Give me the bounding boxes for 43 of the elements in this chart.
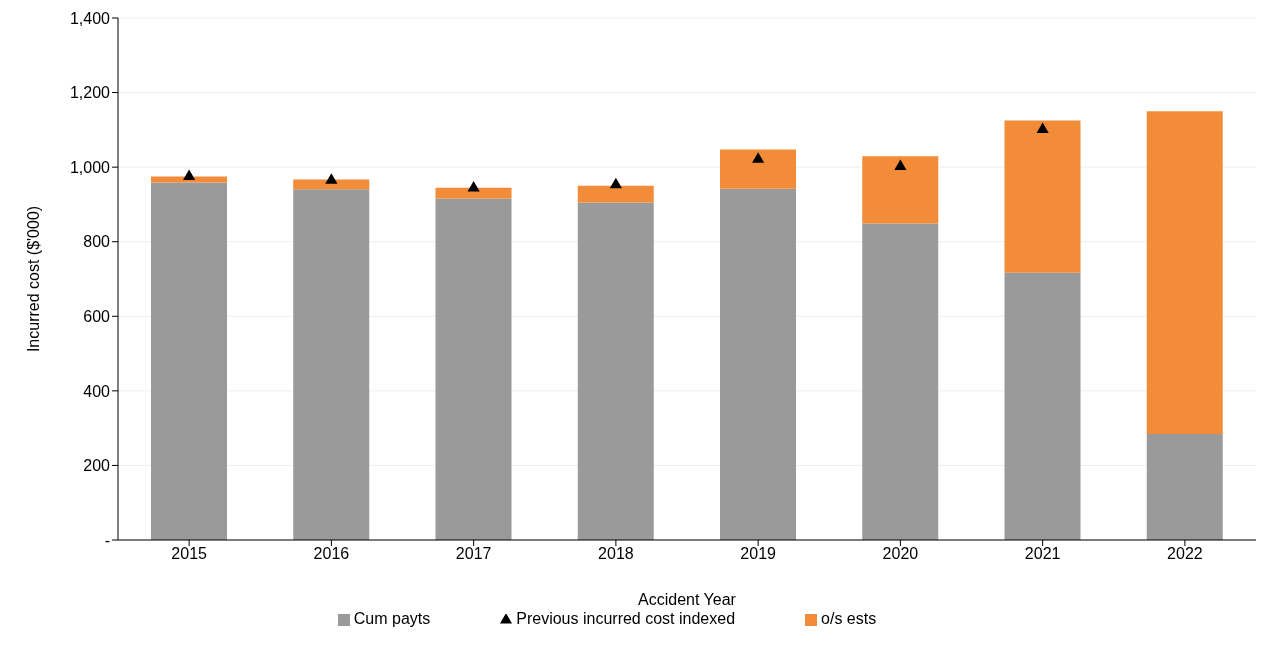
bar <box>720 149 796 189</box>
point <box>752 152 765 163</box>
bar <box>862 223 939 540</box>
bar <box>151 182 227 540</box>
point <box>325 173 338 184</box>
bar <box>577 202 654 540</box>
x-axis-title: Accident Year <box>638 591 737 608</box>
point <box>467 181 480 192</box>
x-tick-label: 2020 <box>882 545 919 563</box>
y-tick-label: 1,200 <box>69 84 111 102</box>
y-tick-label: - <box>104 531 110 549</box>
legend-label: o/s ests <box>821 610 877 627</box>
x-tick-label: 2021 <box>1024 545 1061 563</box>
bar <box>1004 120 1081 273</box>
point <box>609 177 622 189</box>
y-tick-label: 1,000 <box>69 158 111 176</box>
y-axis-title: Incurred cost ($'000) <box>24 205 42 353</box>
bar <box>151 176 227 183</box>
legend-label: Previous incurred cost indexed <box>516 610 736 627</box>
y-tick-label: 600 <box>83 307 111 325</box>
bar <box>577 185 654 203</box>
y-tick-label: 400 <box>83 382 111 400</box>
point <box>183 169 196 180</box>
legend-label: Cum payts <box>353 610 431 627</box>
point <box>894 159 907 170</box>
x-tick-label: 2019 <box>740 545 777 563</box>
bar <box>293 189 370 540</box>
x-tick-label: 2015 <box>171 545 208 563</box>
x-tick-label: 2016 <box>313 545 350 563</box>
y-tick-label: 200 <box>83 457 111 475</box>
bar <box>435 198 512 540</box>
y-tick-label: 800 <box>83 233 111 251</box>
bar <box>1146 111 1223 435</box>
bar <box>293 179 370 190</box>
y-tick-label: 1,400 <box>69 9 111 27</box>
x-tick-label: 2018 <box>598 545 634 563</box>
bar <box>1004 272 1081 540</box>
bar <box>862 156 939 224</box>
bar <box>720 188 796 540</box>
bar <box>1146 434 1223 540</box>
x-tick-label: 2017 <box>455 545 492 563</box>
x-tick-label: 2022 <box>1167 545 1203 563</box>
point <box>1036 122 1049 133</box>
